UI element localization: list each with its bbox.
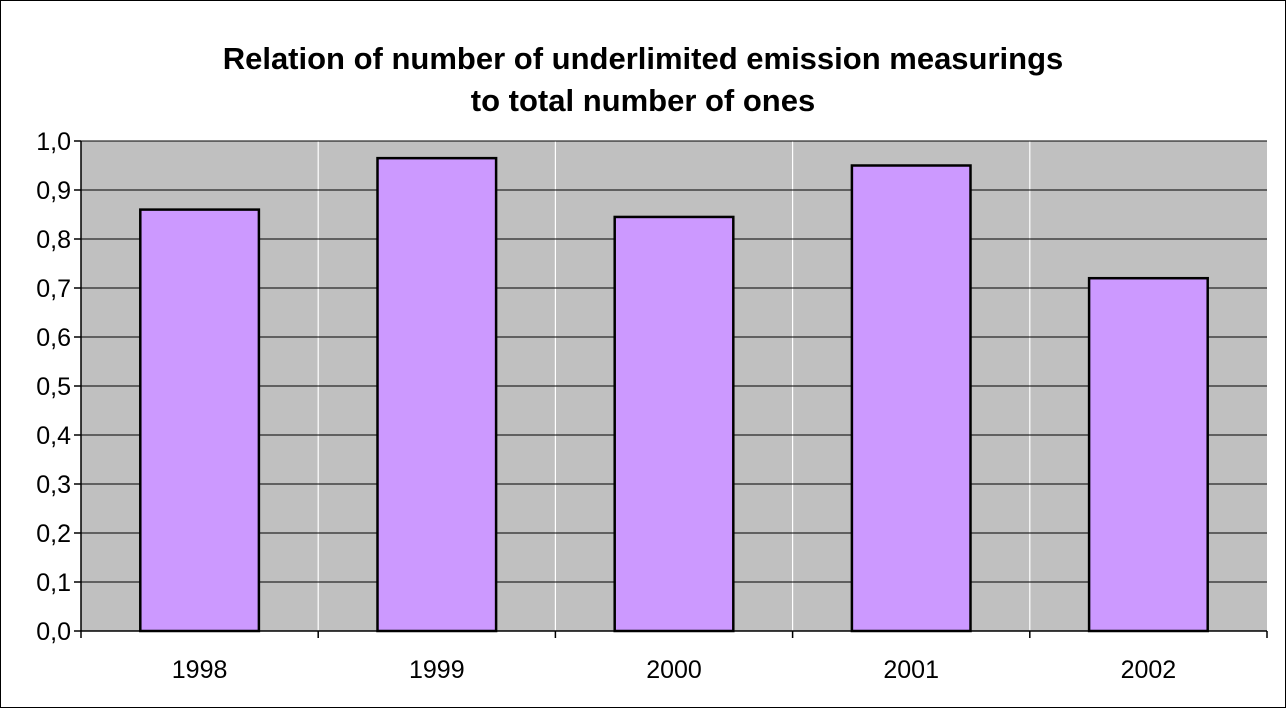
chart-title: Relation of number of underlimited emiss… [0,38,1286,122]
bar-1998 [139,208,261,633]
axes [74,140,1268,638]
x-tick-label-2002: 2002 [1121,656,1177,684]
y-tick-label: 0,6 [36,324,71,352]
x-tick-label-2000: 2000 [646,656,702,684]
x-tick-label-1999: 1999 [409,656,465,684]
bar-1999 [376,156,498,633]
y-tick-label: 0,1 [36,569,71,597]
bars [139,156,1209,633]
y-tick-label: 0,7 [36,275,71,303]
y-tick-label: 0,4 [36,422,71,450]
chart-title-line-2: to total number of ones [470,83,816,118]
bar-2001 [850,164,972,633]
y-tick-label: 1,0 [36,128,71,156]
y-tick-label: 0,3 [36,471,71,499]
y-tick-label: 0,0 [36,618,71,646]
y-tick-label: 0,8 [36,226,71,254]
bar-2002 [1087,276,1209,633]
bar-2000 [613,215,735,633]
y-tick-label: 0,9 [36,177,71,205]
x-tick-label-2001: 2001 [883,656,939,684]
y-tick-label: 0,2 [36,520,71,548]
y-tick-label: 0,5 [36,373,71,401]
tick-labels: 0,0 0,1 0,2 0,3 0,4 0,5 0,6 0,7 0,8 0,9 1,0 1998 199… [36,128,1176,684]
x-tick-label-1998: 1998 [172,656,228,684]
chart-title-line-1: Relation of number of underlimited emiss… [222,41,1064,76]
